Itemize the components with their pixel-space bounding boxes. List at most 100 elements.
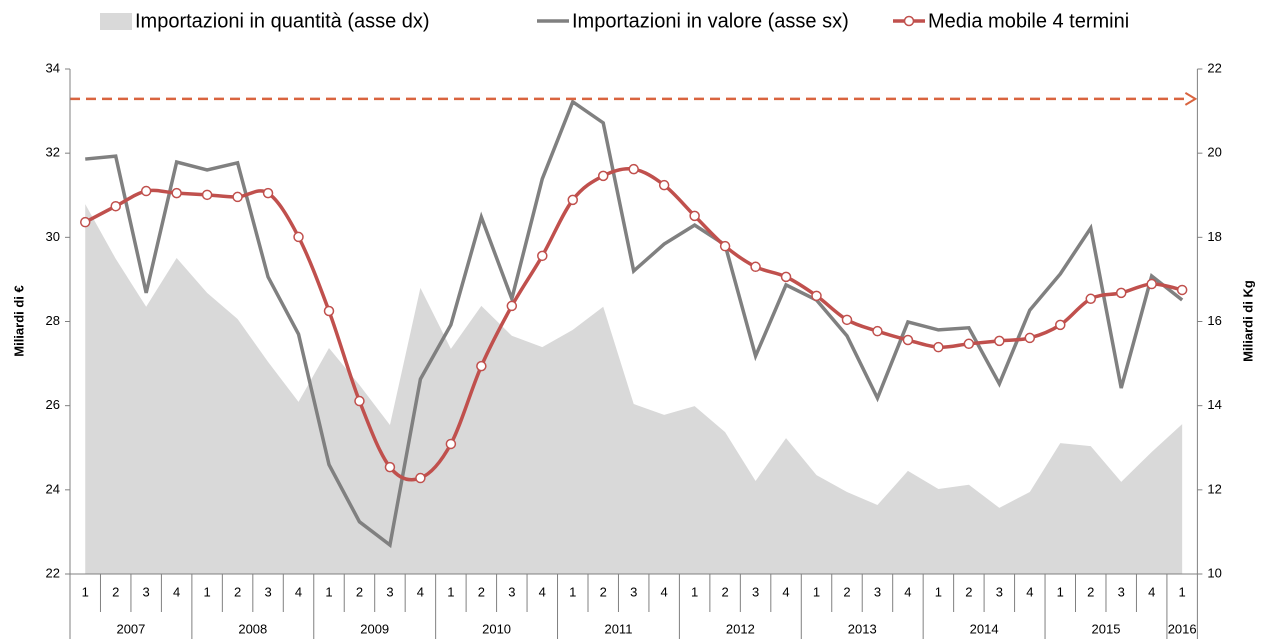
marker: [293, 231, 304, 243]
marker: [201, 189, 213, 201]
legend-label: Importazioni in valore (asse sx): [572, 10, 849, 32]
marker: [1055, 319, 1066, 331]
y2-tick-label: 20: [1207, 145, 1221, 160]
x-tick-label: 3: [264, 584, 271, 599]
y2-tick-label: 12: [1207, 481, 1221, 496]
marker: [110, 200, 121, 212]
x-tick-label: 1: [447, 584, 454, 599]
marker: [689, 210, 700, 222]
marker: [354, 395, 365, 407]
x-tick-label: 1: [1057, 584, 1064, 599]
legend-label: Importazioni in quantità (asse dx): [135, 10, 430, 32]
y-tick-label: 24: [46, 481, 60, 496]
y-tick-label: 34: [46, 60, 60, 75]
marker: [963, 338, 975, 350]
marker: [811, 290, 822, 302]
year-label: 2011: [604, 621, 632, 636]
marker: [140, 185, 152, 197]
x-tick-label: 1: [813, 584, 820, 599]
marker: [750, 261, 761, 273]
y-tick-label: 32: [46, 145, 60, 160]
y2-tick-label: 18: [1207, 229, 1221, 244]
x-tick-label: 3: [1118, 584, 1125, 599]
marker: [1085, 293, 1096, 305]
marker: [933, 341, 944, 353]
marker: [780, 271, 792, 283]
y-tick-label: 30: [46, 229, 60, 244]
reference-arrow: [1184, 92, 1198, 106]
marker: [994, 335, 1005, 347]
x-tick-label: 4: [1148, 584, 1155, 599]
x-tick-label: 4: [782, 584, 789, 599]
x-tick-label: 3: [996, 584, 1003, 599]
marker: [658, 179, 670, 191]
y2-tick-label: 14: [1207, 397, 1221, 412]
y-tick-label: 28: [46, 313, 60, 328]
marker: [841, 314, 853, 326]
marker: [872, 325, 883, 337]
marker: [262, 187, 274, 199]
x-tick-label: 2: [843, 584, 850, 599]
marker: [384, 461, 396, 473]
x-tick-label: 4: [295, 584, 302, 599]
marker: [415, 472, 426, 484]
legend-marker: [903, 15, 915, 27]
y2-axis-label: Miliardi di Kg: [1240, 280, 1255, 362]
marker: [506, 300, 518, 312]
legend-swatch: [100, 13, 132, 30]
x-tick-label: 1: [82, 584, 89, 599]
marker: [1176, 284, 1188, 296]
year-label: 2012: [726, 621, 755, 636]
marker: [902, 334, 914, 346]
x-tick-label: 2: [112, 584, 119, 599]
marker: [537, 250, 548, 262]
x-tick-label: 1: [203, 584, 210, 599]
x-tick-label: 4: [1026, 584, 1033, 599]
x-tick-label: 4: [173, 584, 180, 599]
marker: [628, 163, 639, 175]
area: [85, 204, 1183, 574]
x-tick-label: 3: [143, 584, 150, 599]
x-tick-label: 4: [661, 584, 668, 599]
marker: [476, 360, 487, 372]
x-tick-label: 1: [569, 584, 576, 599]
marker: [445, 438, 457, 450]
year-label: 2007: [116, 621, 145, 636]
marker: [1024, 332, 1036, 344]
y2-tick-label: 10: [1207, 565, 1221, 580]
marker: [719, 240, 731, 252]
y-tick-label: 22: [46, 565, 60, 580]
marker: [1146, 278, 1157, 290]
x-tick-label: 2: [234, 584, 241, 599]
x-tick-label: 2: [965, 584, 972, 599]
marker: [1115, 287, 1127, 299]
year-label: 2014: [970, 621, 999, 636]
year-label: 2009: [360, 621, 389, 636]
x-tick-label: 1: [691, 584, 698, 599]
year-label: 2015: [1092, 621, 1121, 636]
y2-tick-label: 22: [1207, 60, 1221, 75]
x-tick-label: 4: [539, 584, 546, 599]
marker: [171, 187, 182, 199]
legend-label: Media mobile 4 termini: [928, 10, 1129, 32]
x-tick-label: 3: [630, 584, 637, 599]
marker: [232, 191, 243, 203]
x-tick-label: 1: [1179, 584, 1186, 599]
year-label: 2013: [848, 621, 877, 636]
x-tick-label: 2: [600, 584, 607, 599]
x-tick-label: 3: [874, 584, 881, 599]
x-tick-label: 1: [325, 584, 332, 599]
year-label: 2016: [1168, 621, 1197, 636]
y-tick-label: 26: [46, 397, 60, 412]
marker: [567, 194, 579, 206]
year-label: 2008: [238, 621, 267, 636]
marker: [597, 170, 609, 182]
y-axis-label: Miliardi di €: [11, 285, 26, 357]
x-tick-label: 4: [417, 584, 424, 599]
x-tick-label: 2: [478, 584, 485, 599]
line: [85, 99, 1184, 549]
x-tick-label: 2: [721, 584, 728, 599]
x-tick-label: 3: [508, 584, 515, 599]
x-tick-label: 3: [386, 584, 393, 599]
